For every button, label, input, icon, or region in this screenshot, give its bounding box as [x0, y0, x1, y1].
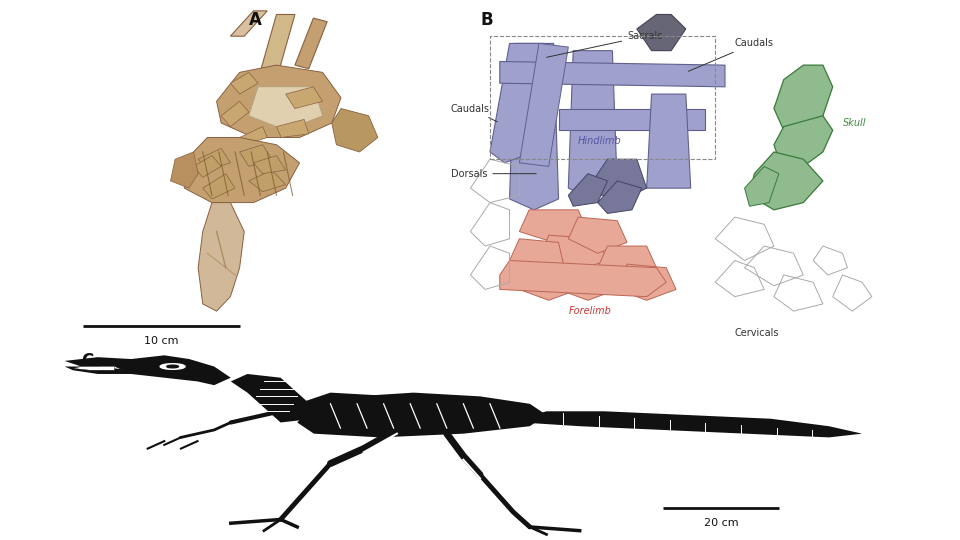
Polygon shape [230, 374, 314, 422]
Polygon shape [298, 393, 546, 437]
Text: Caudals: Caudals [688, 38, 774, 71]
Polygon shape [568, 51, 617, 199]
Polygon shape [539, 235, 608, 271]
Polygon shape [203, 174, 235, 199]
Polygon shape [774, 116, 832, 166]
Polygon shape [510, 43, 559, 210]
Polygon shape [774, 65, 832, 130]
Polygon shape [249, 87, 323, 130]
Polygon shape [114, 355, 230, 385]
Polygon shape [73, 367, 114, 370]
Polygon shape [64, 367, 132, 374]
Polygon shape [521, 411, 862, 437]
Polygon shape [286, 87, 323, 109]
Polygon shape [636, 15, 685, 51]
Polygon shape [171, 152, 198, 188]
Polygon shape [198, 202, 244, 311]
Text: 20 cm: 20 cm [704, 518, 738, 528]
Polygon shape [568, 217, 627, 253]
Polygon shape [617, 264, 676, 300]
Polygon shape [230, 72, 258, 94]
Polygon shape [588, 159, 647, 202]
Polygon shape [745, 166, 779, 206]
Polygon shape [198, 148, 230, 170]
Polygon shape [276, 119, 309, 138]
Polygon shape [519, 43, 568, 166]
Polygon shape [750, 152, 823, 210]
Text: A: A [249, 11, 262, 29]
Polygon shape [184, 138, 300, 202]
Polygon shape [500, 260, 666, 296]
Text: Forelimb: Forelimb [568, 306, 612, 316]
Text: Skull: Skull [843, 118, 866, 128]
Polygon shape [258, 15, 295, 79]
Polygon shape [598, 181, 641, 213]
Polygon shape [647, 94, 691, 188]
Text: 10 cm: 10 cm [144, 336, 179, 347]
Text: Sacrals: Sacrals [546, 31, 662, 57]
Polygon shape [568, 174, 608, 206]
Polygon shape [240, 126, 267, 145]
Polygon shape [221, 102, 249, 126]
Bar [490, 36, 715, 159]
Text: Caudals: Caudals [451, 104, 497, 122]
Polygon shape [253, 156, 286, 174]
Polygon shape [500, 62, 725, 87]
Polygon shape [559, 264, 617, 300]
Text: Dorsals: Dorsals [451, 168, 537, 179]
Polygon shape [598, 246, 657, 279]
Polygon shape [240, 145, 272, 166]
Polygon shape [559, 109, 706, 130]
Polygon shape [64, 357, 148, 367]
Polygon shape [519, 264, 578, 300]
Circle shape [167, 365, 179, 368]
Polygon shape [249, 170, 286, 192]
Text: C: C [82, 352, 93, 369]
Polygon shape [194, 156, 221, 177]
Polygon shape [298, 393, 464, 426]
Polygon shape [519, 210, 588, 242]
Polygon shape [490, 43, 543, 163]
Polygon shape [230, 11, 267, 36]
Polygon shape [295, 18, 327, 69]
Text: Cervicals: Cervicals [734, 328, 780, 338]
Circle shape [160, 364, 185, 369]
Polygon shape [510, 239, 564, 275]
Text: Hindlimb: Hindlimb [578, 136, 622, 146]
Polygon shape [332, 109, 378, 152]
Polygon shape [217, 65, 341, 138]
Text: B: B [480, 11, 492, 29]
